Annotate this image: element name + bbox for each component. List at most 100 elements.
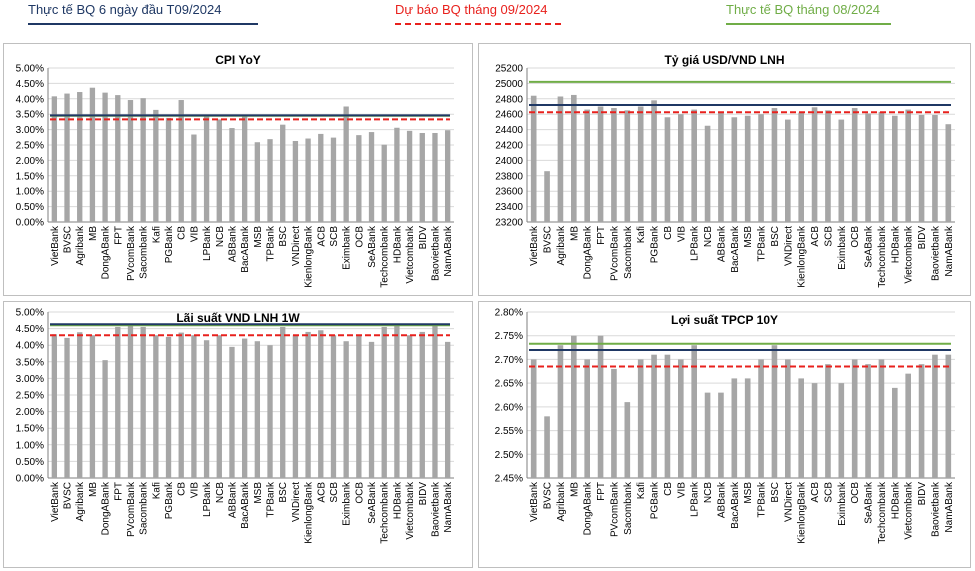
bar-abbank bbox=[229, 346, 235, 478]
x-tick-label: VIB bbox=[189, 226, 200, 242]
x-tick-label: FPT bbox=[596, 226, 607, 245]
y-tick-label: 24200 bbox=[495, 141, 523, 152]
bar-ocb bbox=[851, 108, 858, 222]
bar-hdbank bbox=[892, 115, 898, 222]
x-tick-label: ACB bbox=[316, 226, 327, 247]
y-tick-label: 24400 bbox=[495, 125, 523, 136]
bar-bacabank bbox=[241, 116, 248, 222]
x-tick-label: ABBank bbox=[227, 481, 238, 518]
x-tick-label: TPBank bbox=[266, 481, 277, 518]
bar-mb bbox=[571, 335, 577, 478]
x-tick-label: LPBank bbox=[690, 481, 701, 517]
x-tick-label: Kafi bbox=[636, 482, 647, 499]
x-tick-label: NamABank bbox=[944, 225, 955, 277]
x-tick-label: TPBank bbox=[266, 225, 277, 262]
bar-scb bbox=[825, 110, 831, 222]
x-tick-label: MB bbox=[569, 226, 580, 241]
x-tick-label: PVcomBank bbox=[609, 225, 620, 281]
x-tick-label: BSC bbox=[770, 482, 781, 503]
bar-cb bbox=[664, 354, 671, 478]
y-tick-label: 5.00% bbox=[16, 308, 44, 319]
bar-bidv bbox=[419, 132, 425, 222]
bar-lpbank bbox=[691, 109, 697, 222]
bar-kafi bbox=[637, 359, 644, 478]
bar-baovietbank bbox=[932, 354, 938, 478]
x-tick-label: Agribank bbox=[556, 225, 567, 265]
x-tick-label: Baovietbank bbox=[430, 225, 441, 281]
bar-pgbank bbox=[651, 354, 657, 478]
y-tick-label: 25000 bbox=[495, 79, 523, 90]
x-tick-label: BVSC bbox=[63, 226, 74, 253]
x-tick-label: VietBank bbox=[50, 481, 61, 522]
x-tick-label: SCB bbox=[823, 226, 834, 247]
x-tick-label: LPBank bbox=[202, 481, 213, 517]
bar-cb bbox=[178, 332, 184, 478]
bar-pgbank bbox=[165, 117, 172, 222]
x-tick-label: VIB bbox=[189, 482, 200, 498]
x-tick-label: SeABank bbox=[367, 225, 378, 268]
bar-bidv bbox=[918, 364, 925, 478]
bar-scb bbox=[330, 335, 337, 478]
x-tick-label: Techcombank bbox=[380, 225, 391, 288]
bar-ncb bbox=[216, 119, 222, 222]
bar-agribank bbox=[77, 92, 83, 222]
chart-interbank-rate: 0.00% 0.50% 1.00% 1.50% 2.00% 2.50% 3.00% 3.50%… bbox=[16, 308, 455, 544]
y-tick-label: 1.50% bbox=[16, 171, 44, 182]
bar-pvcombank bbox=[127, 100, 134, 222]
y-tick-label: 1.50% bbox=[16, 424, 44, 435]
x-tick-label: VNDirect bbox=[783, 482, 794, 522]
x-tick-label: Sacombank bbox=[623, 225, 634, 279]
bar-lpbank bbox=[203, 115, 210, 222]
bar-msb bbox=[254, 341, 261, 478]
x-tick-label: VIB bbox=[676, 226, 687, 242]
y-tick-label: 2.50% bbox=[16, 141, 44, 152]
x-tick-label: NamABank bbox=[443, 481, 454, 533]
bar-mb bbox=[571, 94, 577, 222]
x-tick-label: VIB bbox=[676, 482, 687, 498]
bar-seabank bbox=[865, 364, 871, 478]
y-tick-label: 1.00% bbox=[16, 187, 44, 198]
y-tick-label: 2.00% bbox=[16, 407, 44, 418]
bar-vietbank bbox=[51, 96, 58, 222]
x-tick-label: VietBank bbox=[529, 481, 540, 522]
bar-techcombank bbox=[878, 359, 885, 478]
bar-abbank bbox=[718, 112, 724, 222]
bar-tpbank bbox=[267, 345, 273, 478]
bar-namabank bbox=[444, 130, 451, 222]
bar-techcombank bbox=[381, 144, 387, 222]
x-tick-label: KienlongBank bbox=[797, 481, 808, 544]
x-tick-label: KienlongBank bbox=[797, 225, 808, 288]
bar-sacombank bbox=[140, 326, 146, 478]
x-tick-label: MB bbox=[569, 482, 580, 497]
y-tick-label: 0.00% bbox=[16, 474, 44, 485]
bar-bidv bbox=[918, 114, 925, 222]
bar-techcombank bbox=[878, 111, 885, 222]
bar-sacombank bbox=[140, 98, 146, 222]
x-tick-label: NamABank bbox=[944, 481, 955, 533]
x-tick-label: ACB bbox=[810, 226, 821, 247]
x-tick-label: BIDV bbox=[418, 482, 429, 506]
x-tick-label: LPBank bbox=[690, 225, 701, 261]
x-tick-label: ABBank bbox=[227, 225, 238, 262]
chart-panel-cpi-yoy: 0.00% 0.50% 1.00% 1.50% 2.00% 2.50% 3.00% 3.50%… bbox=[3, 43, 473, 296]
bar-kafi bbox=[637, 106, 644, 222]
bar-bsc bbox=[771, 345, 778, 478]
bar-pgbank bbox=[651, 100, 657, 222]
x-tick-label: BSC bbox=[278, 226, 289, 247]
bar-msb bbox=[744, 115, 751, 222]
bar-vndirect bbox=[785, 119, 791, 222]
x-tick-label: NCB bbox=[703, 226, 714, 247]
legend-previous-label: Thực tế BQ tháng 08/2024 bbox=[726, 2, 880, 17]
x-tick-label: DongABank bbox=[101, 225, 112, 279]
bar-bvsc bbox=[64, 337, 70, 478]
chart-panel-bond-yield: 2.45% 2.50% 2.55% 2.60% 2.65% 2.70% 2.75% 2.80%… bbox=[478, 301, 971, 568]
x-tick-label: Techcombank bbox=[380, 481, 391, 544]
x-tick-label: MSB bbox=[743, 226, 754, 248]
y-tick-label: 24600 bbox=[495, 110, 523, 121]
x-tick-label: DongABank bbox=[583, 225, 594, 279]
legend-actual-swatch bbox=[28, 23, 258, 25]
x-tick-label: ABBank bbox=[716, 225, 727, 262]
legend-actual-label: Thực tế BQ 6 ngày đầu T09/2024 bbox=[28, 2, 222, 17]
chart-title: Tỷ giá USD/VND LNH bbox=[664, 53, 784, 67]
x-tick-label: ACB bbox=[810, 482, 821, 503]
